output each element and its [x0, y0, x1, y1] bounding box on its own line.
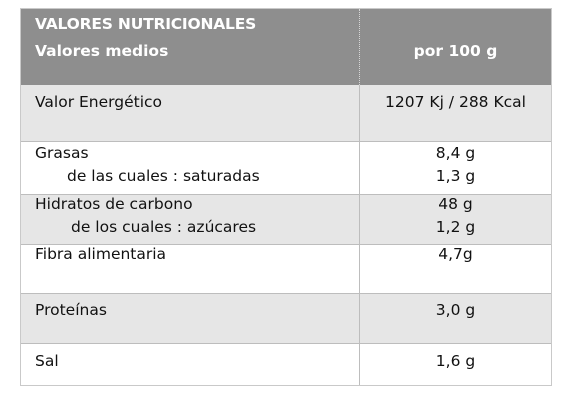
row-sub-value: 1,2 g: [435, 218, 476, 236]
row-label: Fibra alimentaria: [35, 245, 167, 263]
header-left-cell: VALORES NUTRICIONALES Valores medios: [21, 9, 360, 85]
row-label: Valor Energético: [35, 93, 163, 111]
row-label: Hidratos de carbono: [35, 195, 193, 213]
row-value: 1,6 g: [435, 352, 476, 370]
table-row: Hidratos de carbono de los cuales : azúc…: [21, 194, 551, 244]
row-value: 4,7g: [438, 245, 473, 263]
row-value: 8,4 g: [435, 144, 476, 162]
table-header: VALORES NUTRICIONALES Valores medios por…: [21, 9, 551, 85]
row-sub-label: de los cuales : azúcares: [71, 218, 257, 236]
row-label: Grasas: [35, 144, 89, 162]
table-row: Fibra alimentaria 4,7g: [21, 244, 551, 293]
table-row: Grasas de las cuales : saturadas 8,4 g 1…: [21, 141, 551, 194]
row-value: 3,0 g: [435, 301, 476, 319]
row-label: Sal: [35, 352, 59, 370]
row-label: Proteínas: [35, 301, 107, 319]
table-row: Valor Energético 1207 Kj / 288 Kcal: [21, 85, 551, 141]
table-subtitle: Valores medios: [35, 42, 169, 60]
row-sub-value: 1,3 g: [435, 167, 476, 185]
nutrition-table: VALORES NUTRICIONALES Valores medios por…: [20, 8, 552, 386]
table-title: VALORES NUTRICIONALES: [35, 15, 257, 33]
table-row: Sal 1,6 g: [21, 343, 551, 385]
row-value: 48 g: [438, 195, 473, 213]
row-value: 1207 Kj / 288 Kcal: [385, 93, 526, 111]
per-100g-header: por 100 g: [413, 42, 498, 60]
row-sub-label: de las cuales : saturadas: [67, 167, 260, 185]
table-row: Proteínas 3,0 g: [21, 293, 551, 343]
header-right-cell: por 100 g: [360, 9, 551, 85]
